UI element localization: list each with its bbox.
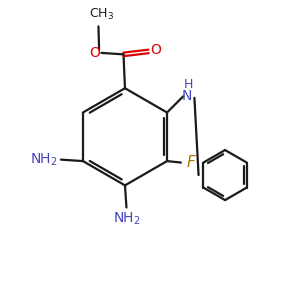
Text: O: O — [89, 46, 100, 60]
Text: CH$_3$: CH$_3$ — [89, 7, 114, 22]
Text: O: O — [150, 43, 161, 57]
Text: F: F — [186, 155, 195, 170]
Text: N: N — [182, 89, 192, 103]
Text: NH$_2$: NH$_2$ — [112, 210, 140, 227]
Text: NH$_2$: NH$_2$ — [30, 152, 58, 168]
Text: H: H — [184, 78, 193, 91]
